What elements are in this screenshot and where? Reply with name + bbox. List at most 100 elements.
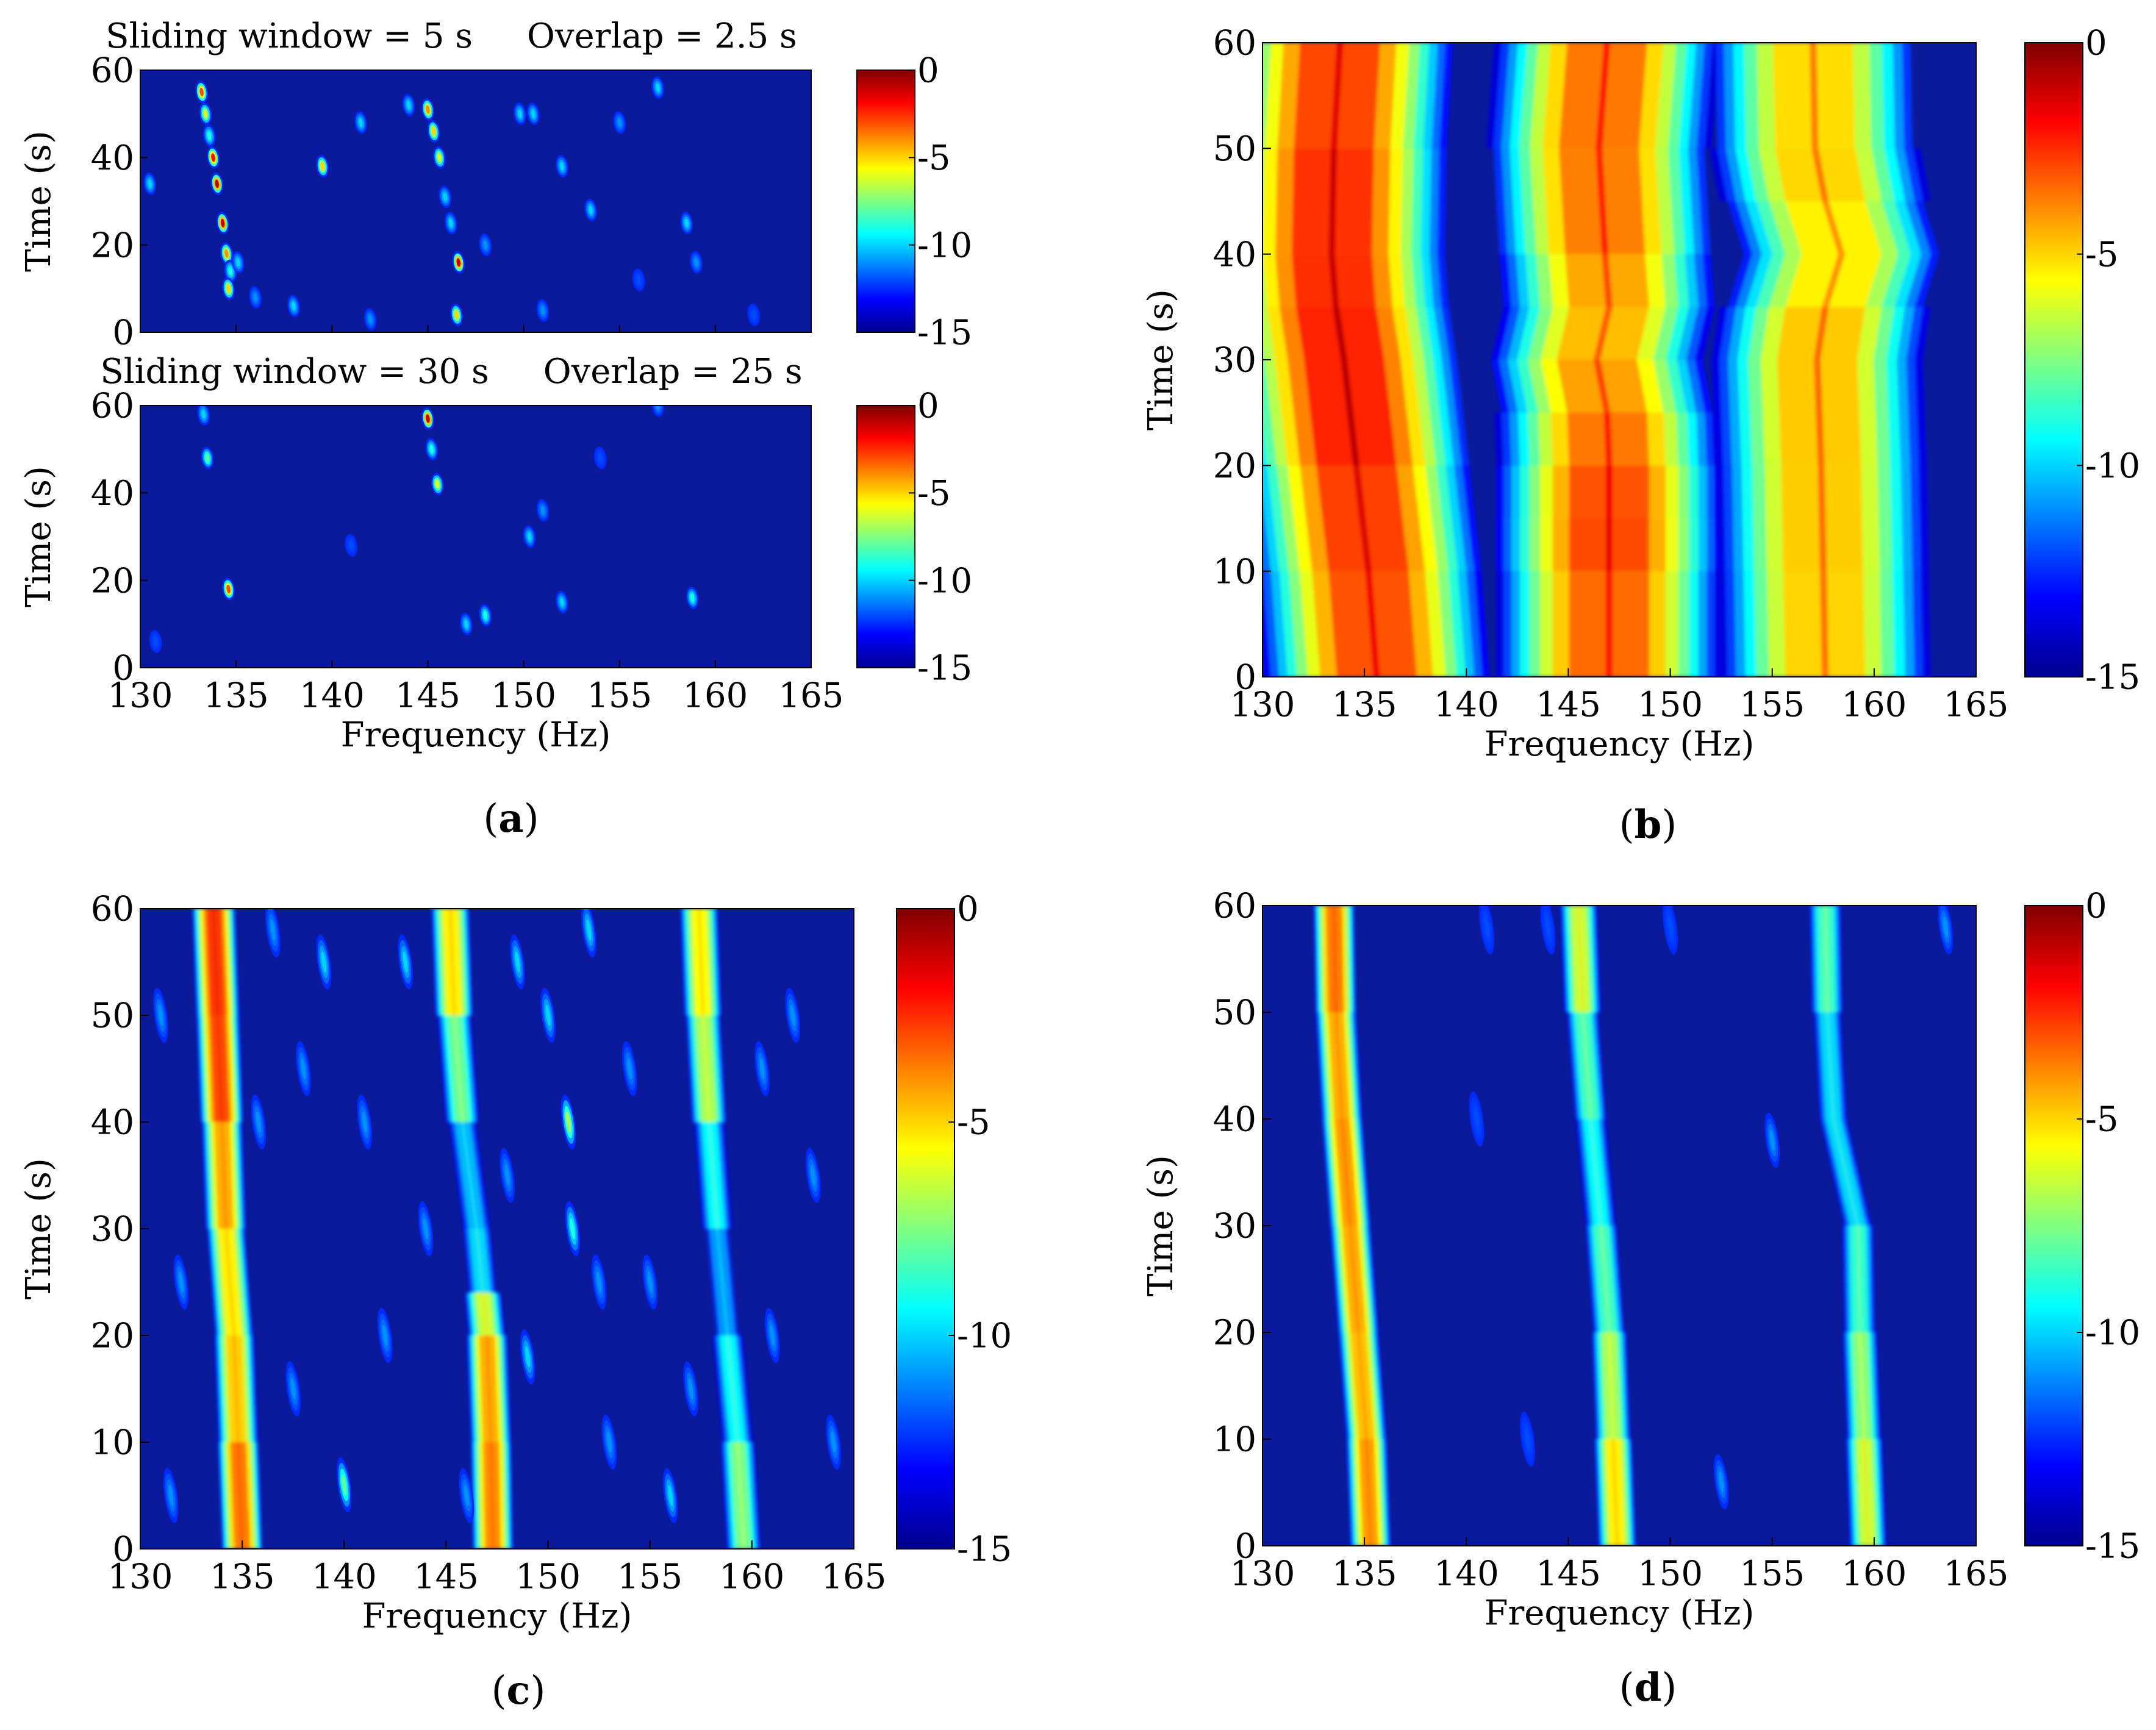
y-tick-label: 60	[1213, 887, 1256, 926]
blob-layer	[560, 162, 564, 171]
blob-layer	[694, 258, 698, 267]
blob-layer	[525, 1346, 531, 1368]
colorbar-tick-label: -5	[957, 1103, 990, 1143]
blob-layer	[540, 306, 545, 315]
ridge-segment	[1603, 412, 1613, 466]
heat-blob	[690, 251, 703, 274]
heat-blob	[613, 111, 626, 134]
blob-layer	[483, 610, 487, 620]
colorbar	[856, 405, 915, 668]
blob-layer	[148, 179, 152, 188]
blob-layer	[759, 1058, 765, 1079]
colorbar-tick-label: 0	[917, 51, 939, 91]
y-tick-label: 10	[1213, 552, 1256, 592]
colorbar-tick-label: -10	[2085, 1314, 2140, 1353]
blob-layer	[226, 584, 231, 594]
heat-blob	[296, 1041, 311, 1096]
blob-layer	[215, 179, 219, 188]
plot-background	[140, 406, 811, 668]
ridge-segment	[1813, 360, 1825, 466]
y-tick-label: 40	[91, 138, 134, 178]
heat-blob	[431, 473, 444, 496]
colorbar	[896, 908, 955, 1549]
x-tick-label: 130	[1230, 1554, 1295, 1593]
blob-layer	[220, 218, 225, 227]
heat-blob	[222, 277, 235, 300]
blob-layer	[201, 410, 206, 419]
blob-layer	[811, 1165, 816, 1186]
blob-layer	[684, 218, 689, 227]
blob-layer	[226, 284, 231, 293]
heat-blob	[601, 1414, 617, 1470]
blob-layer	[668, 1485, 673, 1506]
ridge-segment	[482, 1293, 488, 1335]
heat-blob	[421, 407, 434, 431]
blob-layer	[403, 951, 408, 973]
ridge-3	[1810, 906, 1887, 1546]
blob-layer	[342, 1474, 347, 1496]
blob-layer	[203, 109, 208, 118]
blob-layer	[382, 1324, 388, 1346]
heat-blob	[287, 295, 300, 318]
x-tick-label: 135	[1332, 685, 1397, 724]
heat-blob	[336, 1457, 352, 1513]
heat-blob	[1479, 906, 1495, 955]
ridge-segment	[1332, 307, 1348, 360]
ridge-segment	[1832, 1119, 1859, 1226]
blob-layer	[1769, 1129, 1775, 1151]
ridge-segment	[453, 1015, 464, 1122]
heat-blob	[536, 499, 550, 522]
chart-title: Sliding window = 5 s Overlap = 2.5 s	[106, 16, 797, 56]
colorbar	[2024, 42, 2083, 677]
blob-layer	[464, 1485, 469, 1506]
ridge-segment	[1859, 1332, 1865, 1439]
panel-d: 0 10 20 30 40 50 60 130 135 140 145 150 155 160 165 Fre…	[1141, 887, 2140, 1633]
blob-layer	[368, 315, 373, 324]
blob-layer	[321, 951, 326, 973]
y-axis-label: Time (s)	[19, 1158, 59, 1299]
heat-blob	[683, 1361, 698, 1417]
plot-area	[143, 76, 761, 331]
ridge-segment	[1822, 254, 1845, 307]
blob-layer	[1474, 1108, 1480, 1130]
blob-layer	[464, 620, 468, 629]
heat-blob	[210, 172, 224, 195]
colorbar-tick-label: -5	[917, 474, 951, 513]
chart-title: Sliding window = 30 s Overlap = 25 s	[100, 352, 802, 391]
x-tick-label: 150	[515, 1557, 581, 1596]
blob-layer	[199, 87, 204, 96]
blob-layer	[1525, 1428, 1530, 1450]
y-tick-label: 30	[1213, 1207, 1256, 1246]
heat-blob	[805, 1148, 821, 1203]
x-tick-label: 150	[1638, 1554, 1703, 1593]
x-tick-label: 140	[299, 676, 365, 715]
y-tick-label: 0	[112, 313, 134, 353]
blob-layer	[423, 1218, 429, 1240]
blob-layer	[688, 1378, 693, 1399]
heat-blob	[316, 934, 332, 990]
panel-b: 0 10 20 30 40 50 60 130 135 140 145 150 155 160 165 Fre…	[1141, 24, 2140, 764]
x-axis-label: Frequency (Hz)	[341, 715, 611, 755]
heat-blob	[754, 1041, 770, 1096]
ridge-segment	[1602, 254, 1613, 307]
x-tick-label: 145	[395, 676, 460, 715]
blob-layer	[540, 506, 545, 515]
blob-layer	[448, 218, 453, 227]
blob-layer	[362, 1111, 367, 1133]
x-tick-label: 145	[1536, 1554, 1601, 1593]
y-tick-label: 40	[1213, 235, 1256, 274]
heat-blob	[593, 446, 607, 470]
blob-layer	[456, 258, 460, 267]
y-tick-label: 20	[1213, 446, 1256, 486]
ridge-segment	[1818, 465, 1827, 571]
heat-blob	[425, 438, 439, 461]
heat-blob	[632, 268, 645, 291]
blob-layer	[656, 83, 660, 92]
y-tick-label: 40	[91, 474, 134, 513]
heat-blob	[231, 251, 245, 274]
y-axis-label: Time (s)	[19, 466, 59, 607]
blob-layer	[320, 162, 324, 171]
x-tick-label: 160	[1841, 1554, 1907, 1593]
heat-blob	[345, 534, 358, 557]
ridge-segment	[1605, 465, 1613, 518]
